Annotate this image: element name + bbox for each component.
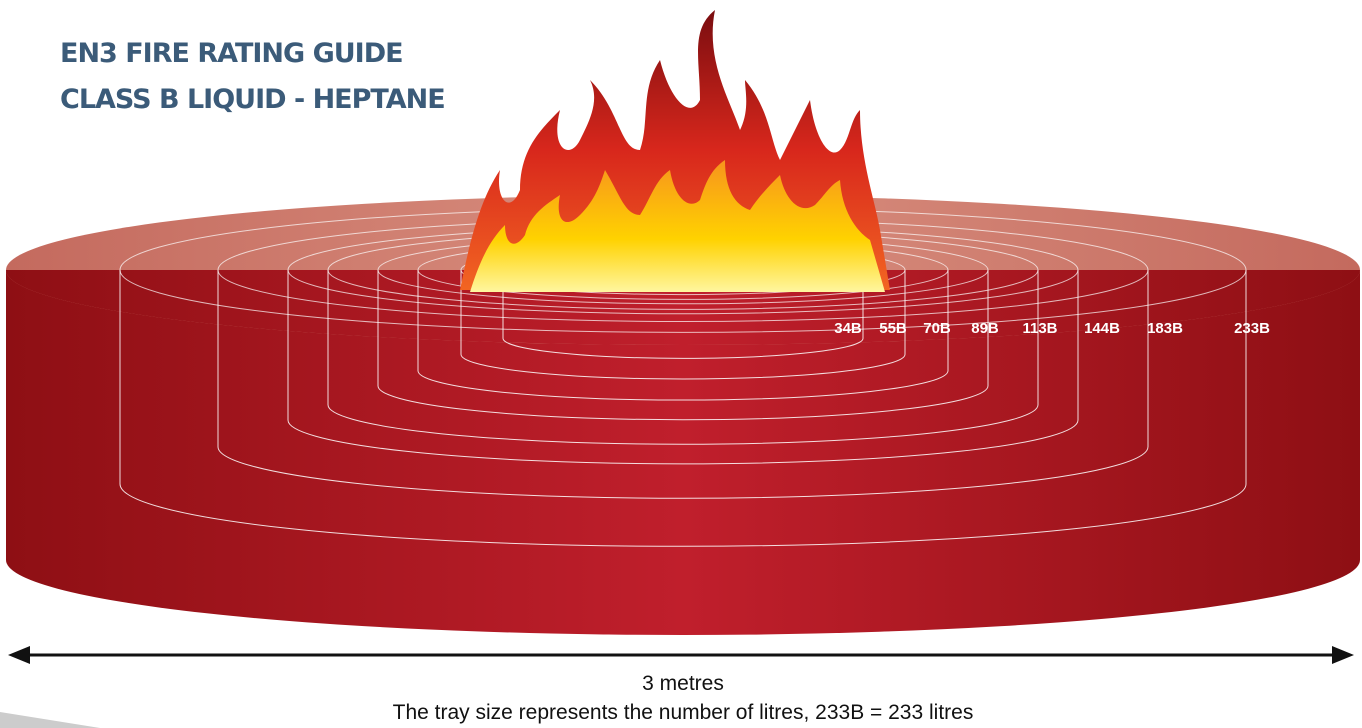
rating-label: 113B (1022, 320, 1057, 337)
width-label: 3 metres (642, 672, 724, 695)
rating-label: 144B (1084, 320, 1120, 337)
width-arrow (8, 646, 1354, 664)
infographic: 34B55B70B89B113B144B183B233B EN3 FIRE RA… (0, 0, 1362, 728)
title-line: CLASS B LIQUID - HEPTANE (60, 84, 445, 115)
corner-decoration (0, 712, 100, 728)
flame (460, 10, 890, 292)
caption: The tray size represents the number of l… (393, 701, 974, 724)
rating-label: 183B (1147, 320, 1183, 337)
rating-label: 233B (1234, 320, 1270, 337)
rating-label: 34B (834, 320, 862, 337)
title: EN3 FIRE RATING GUIDE CLASS B LIQUID - H… (60, 38, 445, 115)
rating-label: 70B (923, 320, 951, 337)
title-line: EN3 FIRE RATING GUIDE (60, 38, 403, 69)
